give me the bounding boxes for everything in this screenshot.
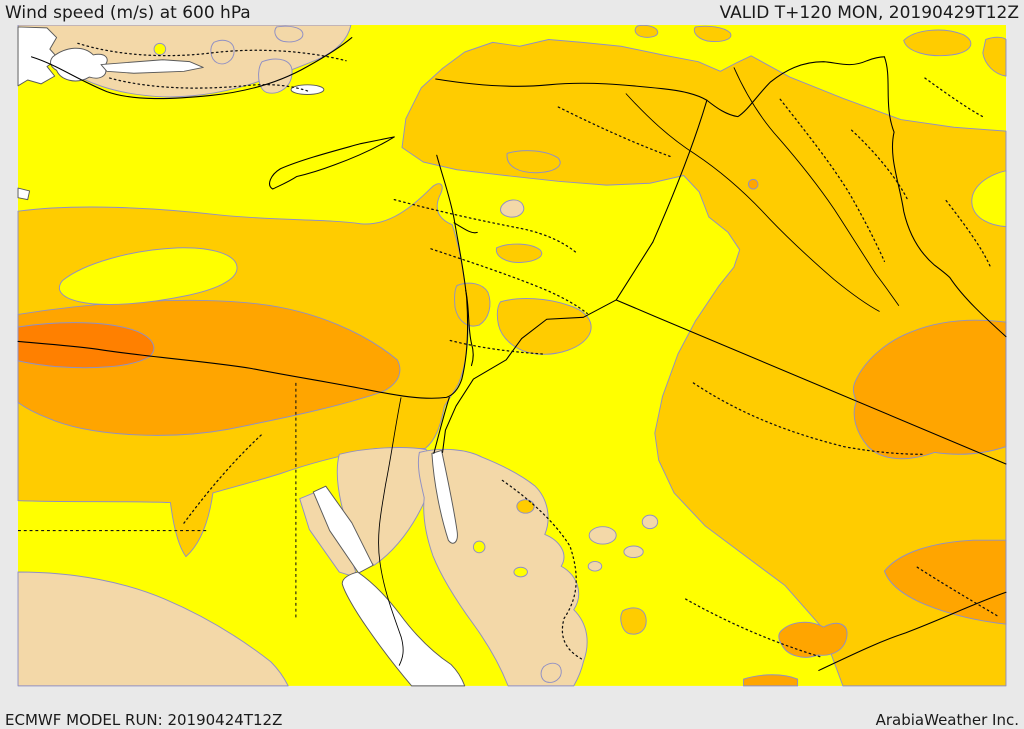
border-iran: [883, 56, 1007, 338]
tan-island-3: [274, 25, 304, 43]
footer-bar: ECMWF MODEL RUN: 20190424T12Z ArabiaWeat…: [0, 710, 1024, 729]
amber-patch-top-2: [634, 25, 659, 38]
contour-dot-15: [449, 339, 544, 355]
yellow-blob-west: [58, 247, 238, 305]
river-nile: [378, 397, 404, 666]
border-jordan-saudi: [442, 299, 617, 453]
border-syria-iraq: [652, 99, 708, 243]
contour-dot-14: [924, 77, 984, 118]
amber-patch-desert-2: [454, 282, 491, 327]
black-sea-lobe: [50, 47, 108, 82]
contour-dot-2: [109, 77, 311, 93]
orange-blob-se-2: [778, 621, 848, 658]
border-kuwait-area: [818, 591, 1007, 671]
amber-patch-ne-2: [982, 36, 1007, 77]
tan-island-hejaz-4: [641, 514, 659, 530]
tan-island-hejaz-1: [588, 526, 617, 545]
wind-speed-map: [17, 25, 1007, 687]
amber-patch-south: [620, 607, 647, 635]
dotted-contours: [77, 42, 999, 660]
yellow-hole-hejaz-1: [472, 540, 486, 554]
border-jordan-river: [465, 289, 474, 367]
amber-hole-hejaz: [516, 499, 535, 514]
coastlines-borders: [17, 37, 1007, 671]
orange-regions: [17, 178, 1007, 687]
contour-dot-1: [77, 42, 347, 62]
lake-tuz: [290, 84, 325, 95]
contour-dot-6: [779, 98, 886, 263]
yellow-holes: [58, 170, 1007, 305]
amber-patch-syria: [506, 150, 561, 174]
amber-patch-top-1: [693, 25, 732, 43]
page-title: Wind speed (m/s) at 600 hPa: [5, 2, 251, 23]
sea-of-marmara: [100, 59, 204, 74]
orange-dot-iraq: [747, 178, 759, 190]
yellow-wedge-east-edge: [971, 170, 1007, 228]
border-lebanon: [453, 222, 478, 234]
amber-patch-ne-1: [903, 29, 972, 57]
contour-dot-7: [692, 382, 926, 455]
tan-island-hejaz-5: [540, 662, 562, 683]
contour-dot-3: [393, 198, 579, 255]
border-saudi-iraq-diagonal: [615, 241, 1007, 465]
tan-island-hejaz-2: [623, 545, 644, 559]
aegean-sliver: [17, 187, 31, 201]
contour-dot-13: [557, 106, 673, 158]
yellow-hole-hejaz-2: [513, 566, 528, 578]
coast-cyprus: [269, 136, 395, 190]
river-euphrates: [625, 93, 880, 312]
region-east-amber-field: [401, 38, 1007, 687]
contour-dot-5: [181, 434, 262, 527]
contour-dot-8: [501, 479, 583, 660]
coast-levant-egypt: [17, 154, 469, 399]
sea-regions: [17, 26, 466, 687]
contour-dot-11: [850, 129, 909, 201]
brand-label: ArabiaWeather Inc.: [875, 710, 1019, 729]
gulf-of-suez: [312, 485, 374, 574]
region-sinai: [336, 447, 434, 566]
contour-dot-4: [430, 248, 588, 315]
river-tigris: [733, 67, 900, 307]
contour-dot-10: [916, 566, 999, 618]
tan-regions: [17, 25, 659, 687]
region-south-egypt: [17, 571, 289, 687]
contour-dot-12: [945, 199, 992, 268]
header-bar: Wind speed (m/s) at 600 hPa VALID T+120 …: [0, 0, 1024, 25]
map-canvas: [0, 25, 1024, 710]
valid-time-label: VALID T+120 MON, 20190429T12Z: [719, 2, 1019, 23]
model-run-label: ECMWF MODEL RUN: 20190424T12Z: [5, 710, 283, 729]
amber-patch-desert-1: [496, 243, 543, 263]
border-turkey-syria-iraq: [435, 56, 885, 118]
region-hejaz-band: [417, 448, 588, 687]
contour-dot-9: [685, 598, 822, 658]
region-deep-orange-core: [17, 322, 155, 369]
coast-turkey-south: [31, 37, 353, 100]
black-sea-west: [17, 26, 60, 87]
tan-island-hejaz-3: [587, 560, 603, 572]
orange-blob-se-3: [743, 674, 799, 687]
border-israel-egypt: [433, 396, 450, 454]
tan-patch-syria: [500, 199, 525, 218]
yellow-hole-turkey: [153, 42, 167, 56]
gulf-of-aqaba: [431, 449, 458, 544]
red-sea: [341, 571, 466, 687]
